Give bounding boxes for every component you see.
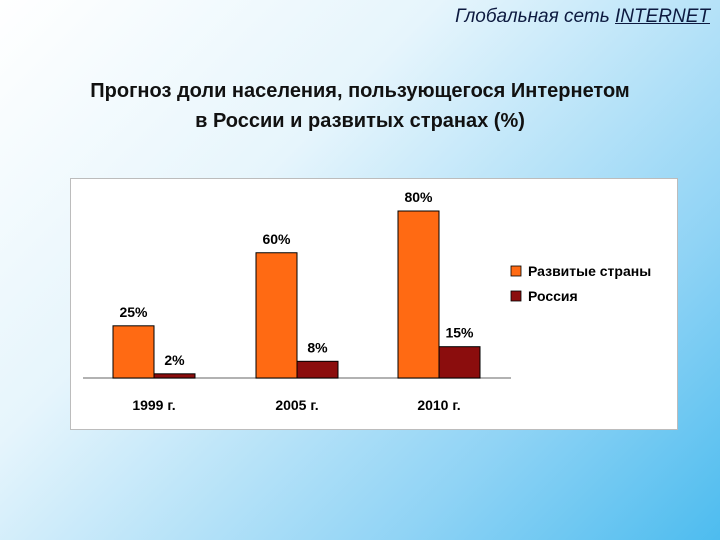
slide-header: Глобальная сеть INTERNET [455, 6, 710, 28]
legend-swatch-developed [510, 265, 522, 277]
bar-russia-1 [296, 360, 339, 379]
title-line-1: Прогноз доли населения, пользующегося Ин… [90, 80, 630, 102]
bar-developed-2 [397, 210, 440, 379]
legend-swatch-russia [510, 290, 522, 302]
bar-developed-1 [255, 252, 298, 379]
data-label-developed-1: 60% [262, 231, 291, 247]
header-prefix: Глобальная сеть [455, 6, 615, 27]
slide-title: Прогноз доли населения, пользующегося Ин… [0, 76, 720, 136]
category-label-1: 2005 г. [275, 397, 318, 413]
data-label-developed-2: 80% [404, 189, 433, 205]
bar-russia-2 [438, 346, 481, 379]
chart-container: 25% 2% 1999 г. 60% 8% 2005 г. 80% 15% 2010 г. Раз… [70, 178, 678, 430]
data-label-developed-0: 25% [119, 304, 148, 320]
category-label-0: 1999 г. [132, 397, 175, 413]
bar-developed-0 [112, 325, 155, 379]
legend-label-russia: Россия [528, 288, 578, 304]
bar-chart: 25% 2% 1999 г. 60% 8% 2005 г. 80% 15% 2010 г. Раз… [83, 189, 651, 413]
legend-label-developed: Развитые страны [528, 263, 651, 279]
data-label-russia-1: 8% [307, 339, 328, 355]
bar-russia-0 [153, 373, 196, 379]
data-label-russia-0: 2% [164, 352, 185, 368]
header-highlight: INTERNET [615, 6, 710, 27]
title-line-2: в России и развитых странах (%) [195, 110, 525, 132]
data-label-russia-2: 15% [445, 325, 474, 341]
category-label-2: 2010 г. [417, 397, 460, 413]
